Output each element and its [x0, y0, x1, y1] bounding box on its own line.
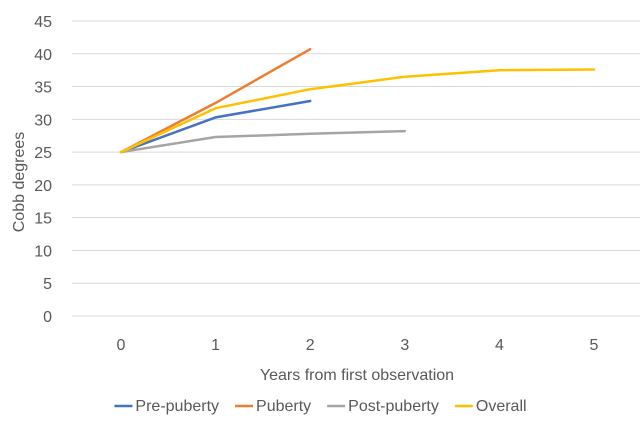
- legend-label: Overall: [476, 398, 527, 415]
- legend-label: Post-puberty: [348, 398, 439, 415]
- gridlines: [72, 20, 640, 317]
- series-lines: [119, 47, 596, 154]
- y-tick-label: 40: [34, 47, 52, 64]
- y-axis-ticks: 0 5 10 15 20 25 30 35 40 45: [34, 14, 52, 326]
- y-tick-label: 10: [34, 243, 52, 260]
- x-axis-title: Years from first observation: [260, 367, 454, 384]
- legend: Pre-puberty Puberty Post-puberty Overall: [114, 398, 527, 415]
- legend-item-puberty: Puberty: [235, 398, 311, 415]
- legend-label: Puberty: [256, 398, 311, 415]
- x-tick-label: 1: [211, 337, 220, 354]
- x-tick-label: 5: [590, 337, 599, 354]
- y-axis-title: Cobb degrees: [11, 132, 28, 233]
- y-tick-label: 35: [34, 80, 52, 97]
- legend-item-pre-puberty: Pre-puberty: [114, 398, 219, 415]
- x-tick-label: 3: [400, 337, 409, 354]
- y-tick-label: 0: [43, 309, 52, 326]
- x-tick-label: 4: [495, 337, 504, 354]
- series-line-post-puberty: [119, 129, 407, 154]
- legend-label: Pre-puberty: [135, 398, 219, 415]
- y-tick-label: 25: [34, 145, 52, 162]
- y-tick-label: 5: [43, 276, 52, 293]
- y-tick-label: 20: [34, 178, 52, 195]
- x-tick-label: 2: [306, 337, 315, 354]
- x-tick-label: 0: [117, 337, 126, 354]
- series-line-overall: [119, 68, 596, 154]
- series-line-puberty: [119, 47, 312, 154]
- y-tick-label: 15: [34, 211, 52, 228]
- legend-item-overall: Overall: [454, 398, 527, 415]
- y-tick-label: 30: [34, 112, 52, 129]
- series-line-pre-puberty: [119, 99, 312, 154]
- y-tick-label: 45: [34, 14, 52, 31]
- x-axis-ticks: 0 1 2 3 4 5: [117, 337, 599, 354]
- legend-item-post-puberty: Post-puberty: [327, 398, 439, 415]
